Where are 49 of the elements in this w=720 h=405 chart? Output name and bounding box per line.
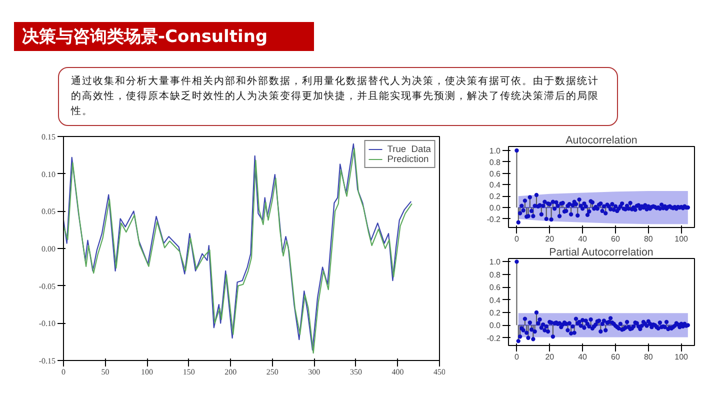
- x-tick-label: 80: [644, 234, 654, 244]
- y-tick-label: 1.0: [489, 258, 502, 267]
- x-tick-label: 200: [224, 368, 237, 376]
- y-tick-label: 1.0: [489, 146, 502, 156]
- y-tick-label: 0.4: [489, 180, 502, 190]
- y-tick-label: 0.2: [489, 192, 502, 202]
- y-tick-label: -0.10: [38, 319, 56, 328]
- x-tick-label: 60: [611, 352, 620, 362]
- chart-title: Partial Autocorrelation: [549, 246, 654, 258]
- x-tick-label: 0: [514, 352, 520, 362]
- chart-title: Autocorrelation: [566, 134, 638, 146]
- x-tick-label: 0: [62, 368, 66, 376]
- y-tick-label: 0.05: [42, 207, 56, 216]
- y-tick-label: -0.2: [486, 214, 502, 224]
- y-tick-label: 0.15: [42, 132, 56, 142]
- y-tick-label: 0.2: [489, 308, 502, 318]
- x-tick-label: 40: [578, 234, 588, 244]
- y-tick-label: -0.15: [38, 356, 56, 366]
- x-tick-label: 100: [141, 368, 154, 376]
- y-tick-label: 0.6: [489, 283, 502, 292]
- x-tick-label: 250: [266, 368, 278, 376]
- x-tick-label: 20: [545, 352, 555, 362]
- x-tick-label: 100: [674, 352, 689, 362]
- x-tick-label: 80: [644, 352, 654, 362]
- x-tick-label: 50: [101, 368, 110, 376]
- y-tick-label: 0.4: [489, 296, 502, 305]
- x-tick-label: 40: [578, 352, 588, 362]
- y-tick-label: -0.05: [38, 282, 56, 291]
- y-tick-label: 0.0: [489, 321, 502, 330]
- legend-label: Prediction: [387, 154, 429, 164]
- y-tick-label: -0.2: [486, 334, 502, 343]
- x-tick-label: 20: [545, 234, 555, 244]
- x-tick-label: 450: [434, 368, 446, 376]
- x-tick-label: 100: [674, 234, 689, 244]
- y-tick-label: 0.8: [489, 158, 502, 167]
- y-tick-label: 0.6: [489, 169, 502, 178]
- y-tick-label: 0.0: [489, 204, 502, 213]
- x-tick-label: 350: [350, 368, 362, 376]
- chart-subtitle: 通过收集和分析大量事件相关内部和外部数据，利用量化数据替代人为决策，使决策有据可依。由于数据统计的高效性，使得原本缺乏时效性的人为决策变得更加快捷，并且能实现事先预测，解决了传统决策滞后的局限性。: [58, 67, 618, 126]
- x-tick-label: 0: [514, 234, 520, 244]
- y-tick-label: 0.00: [42, 244, 56, 254]
- x-tick-label: 300: [308, 368, 320, 376]
- x-tick-label: 400: [392, 368, 404, 376]
- y-tick-label: 0.10: [42, 170, 56, 179]
- chart-title: 决策与咨询类场景-Consulting: [14, 22, 314, 51]
- x-tick-label: 60: [611, 234, 620, 244]
- y-tick-label: 0.8: [489, 270, 502, 280]
- x-tick-label: 150: [182, 368, 195, 376]
- legend-label: True Data: [387, 144, 431, 154]
